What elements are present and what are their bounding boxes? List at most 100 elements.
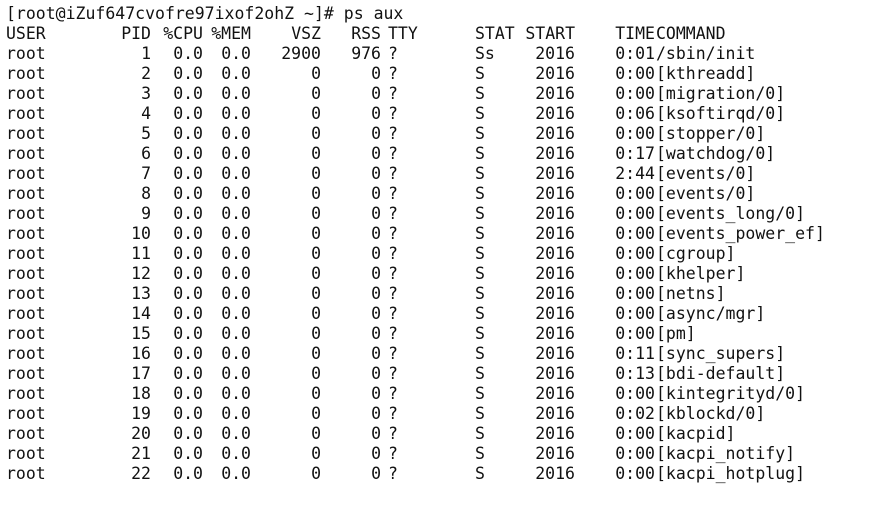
cell-user: root [6,164,46,183]
cell-pid: 12 [131,264,151,283]
cell-stat: S [475,64,485,83]
cell-rss: 0 [371,84,381,103]
terminal-output[interactable]: [root@iZuf647cvofre97ixof2ohZ ~]# ps aux… [6,4,866,484]
cell-user: root [6,84,46,103]
cell-cpu: 0.0 [173,104,203,123]
cell-start: 2016 [535,444,575,463]
cell-stat: S [475,144,485,163]
header-start: START [525,24,575,43]
cell-cpu: 0.0 [173,364,203,383]
header-user: USER [6,24,46,43]
cell-vsz: 0 [311,304,321,323]
cell-rss: 0 [371,424,381,443]
table-row: root 20 0.0 0.0 0 0? S 2016 0:00 [kacpid] [6,424,866,444]
cell-tty: ? [388,224,398,243]
cell-tty: ? [388,464,398,483]
cell-user: root [6,124,46,143]
table-row: root 22 0.0 0.0 0 0? S 2016 0:00 [kacpi_hotplug] [6,464,866,484]
cell-stat: S [475,464,485,483]
cell-user: root [6,244,46,263]
header-vsz: VSZ [291,24,321,43]
cell-mem: 0.0 [221,444,251,463]
cell-command: [kacpi_hotplug] [656,464,806,483]
cell-user: root [6,184,46,203]
cell-stat: S [475,384,485,403]
cell-start: 2016 [535,64,575,83]
cell-time: 0:13 [615,364,655,383]
cell-mem: 0.0 [221,384,251,403]
cell-pid: 17 [131,364,151,383]
cell-vsz: 0 [311,164,321,183]
cell-command: [sync_supers] [656,344,786,363]
cell-cpu: 0.0 [173,424,203,443]
cell-vsz: 0 [311,224,321,243]
cell-tty: ? [388,304,398,323]
cell-time: 0:00 [615,204,655,223]
cell-cpu: 0.0 [173,384,203,403]
cell-time: 0:00 [615,464,655,483]
process-list: root 1 0.0 0.0 2900 976? Ss 2016 0:01/sbin/init r… [6,44,866,484]
cell-mem: 0.0 [221,184,251,203]
cell-pid: 21 [131,444,151,463]
table-row: root 15 0.0 0.0 0 0? S 2016 0:00 [pm] [6,324,866,344]
cell-tty: ? [388,444,398,463]
cell-mem: 0.0 [221,304,251,323]
cell-time: 0:00 [615,84,655,103]
cell-pid: 13 [131,284,151,303]
cell-user: root [6,304,46,323]
cell-pid: 8 [141,184,151,203]
cell-rss: 0 [371,464,381,483]
cell-start: 2016 [535,104,575,123]
header-stat: STAT [475,24,515,43]
cell-start: 2016 [535,464,575,483]
cell-user: root [6,264,46,283]
table-row: root 17 0.0 0.0 0 0? S 2016 0:13 [bdi-default] [6,364,866,384]
cell-tty: ? [388,104,398,123]
cell-vsz: 0 [311,444,321,463]
cell-vsz: 0 [311,464,321,483]
cell-vsz: 0 [311,84,321,103]
cell-time: 0:02 [615,404,655,423]
cell-start: 2016 [535,404,575,423]
cell-command: [events_long/0] [656,204,806,223]
cell-rss: 0 [371,104,381,123]
cell-start: 2016 [535,304,575,323]
cell-cpu: 0.0 [173,304,203,323]
cell-user: root [6,44,46,63]
cell-mem: 0.0 [221,224,251,243]
table-row: root 21 0.0 0.0 0 0? S 2016 0:00 [kacpi_notify] [6,444,866,464]
cell-pid: 4 [141,104,151,123]
cell-stat: S [475,404,485,423]
cell-pid: 9 [141,204,151,223]
cell-user: root [6,364,46,383]
cell-stat: S [475,364,485,383]
cell-vsz: 0 [311,404,321,423]
cell-pid: 19 [131,404,151,423]
cell-vsz: 0 [311,284,321,303]
cell-rss: 0 [371,264,381,283]
cell-time: 0:00 [615,264,655,283]
cell-time: 0:06 [615,104,655,123]
table-row: root 19 0.0 0.0 0 0? S 2016 0:02 [kblockd/0] [6,404,866,424]
cell-user: root [6,444,46,463]
cell-pid: 10 [131,224,151,243]
cell-command: [kintegrityd/0] [656,384,806,403]
cell-rss: 0 [371,324,381,343]
cell-rss: 0 [371,344,381,363]
cell-cpu: 0.0 [173,464,203,483]
header-pid: PID [121,24,151,43]
cell-start: 2016 [535,184,575,203]
cell-tty: ? [388,184,398,203]
cell-start: 2016 [535,424,575,443]
cell-pid: 16 [131,344,151,363]
cell-user: root [6,464,46,483]
cell-cpu: 0.0 [173,344,203,363]
cell-time: 0:11 [615,344,655,363]
cell-stat: S [475,104,485,123]
cell-start: 2016 [535,364,575,383]
cell-command: [kacpi_notify] [656,444,796,463]
cell-user: root [6,284,46,303]
cell-tty: ? [388,84,398,103]
cell-command: [migration/0] [656,84,786,103]
cell-vsz: 0 [311,424,321,443]
